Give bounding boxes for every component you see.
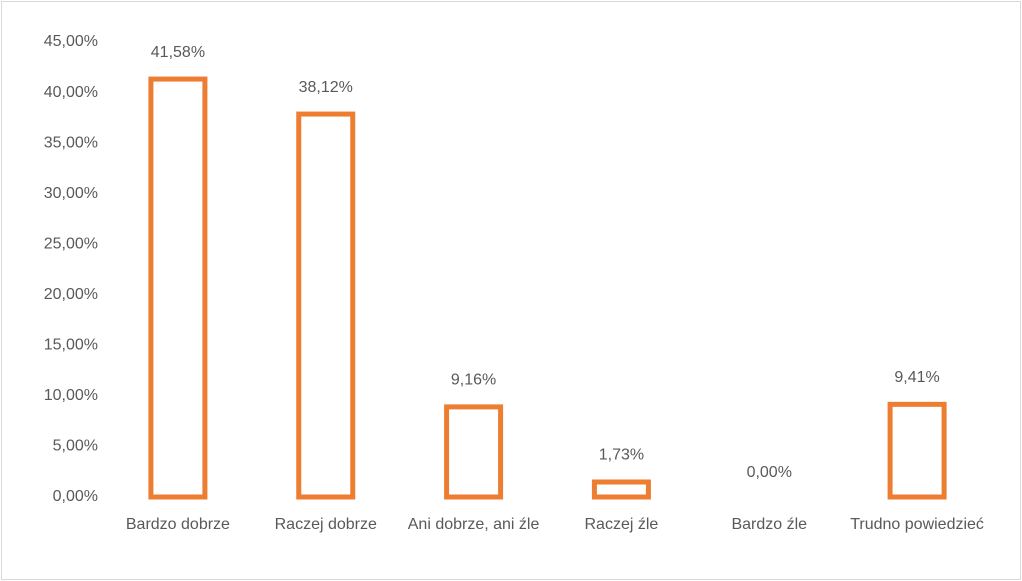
x-tick-label: Raczej źle [584, 516, 659, 533]
x-tick-label: Bardzo źle [731, 516, 808, 533]
y-tick-label: 45,00% [44, 33, 98, 50]
data-label: 9,16% [451, 372, 496, 389]
x-tick-label: Ani dobrze, ani źle [407, 516, 540, 533]
bar [887, 401, 947, 500]
data-label: 38,12% [299, 79, 353, 96]
y-tick-label: 15,00% [44, 337, 98, 354]
y-tick-label: 20,00% [44, 286, 98, 303]
y-tick-label: 40,00% [44, 84, 98, 101]
bar [148, 76, 208, 500]
y-tick-label: 0,00% [53, 488, 98, 505]
y-tick-label: 10,00% [44, 387, 98, 404]
data-label: 41,58% [151, 44, 205, 61]
data-label: 1,73% [599, 447, 644, 464]
data-label: 9,41% [894, 369, 939, 386]
y-tick-label: 25,00% [44, 235, 98, 252]
data-label: 0,00% [747, 464, 792, 481]
y-tick-label: 5,00% [53, 438, 98, 455]
x-tick-label: Raczej dobrze [274, 516, 377, 533]
bar [591, 479, 651, 500]
y-tick-label: 35,00% [44, 134, 98, 151]
y-tick-label: 30,00% [44, 185, 98, 202]
x-tick-label: Trudno powiedzieć [850, 516, 984, 533]
bar [296, 111, 356, 500]
bar [444, 404, 504, 500]
x-tick-label: Bardzo dobrze [125, 516, 230, 533]
